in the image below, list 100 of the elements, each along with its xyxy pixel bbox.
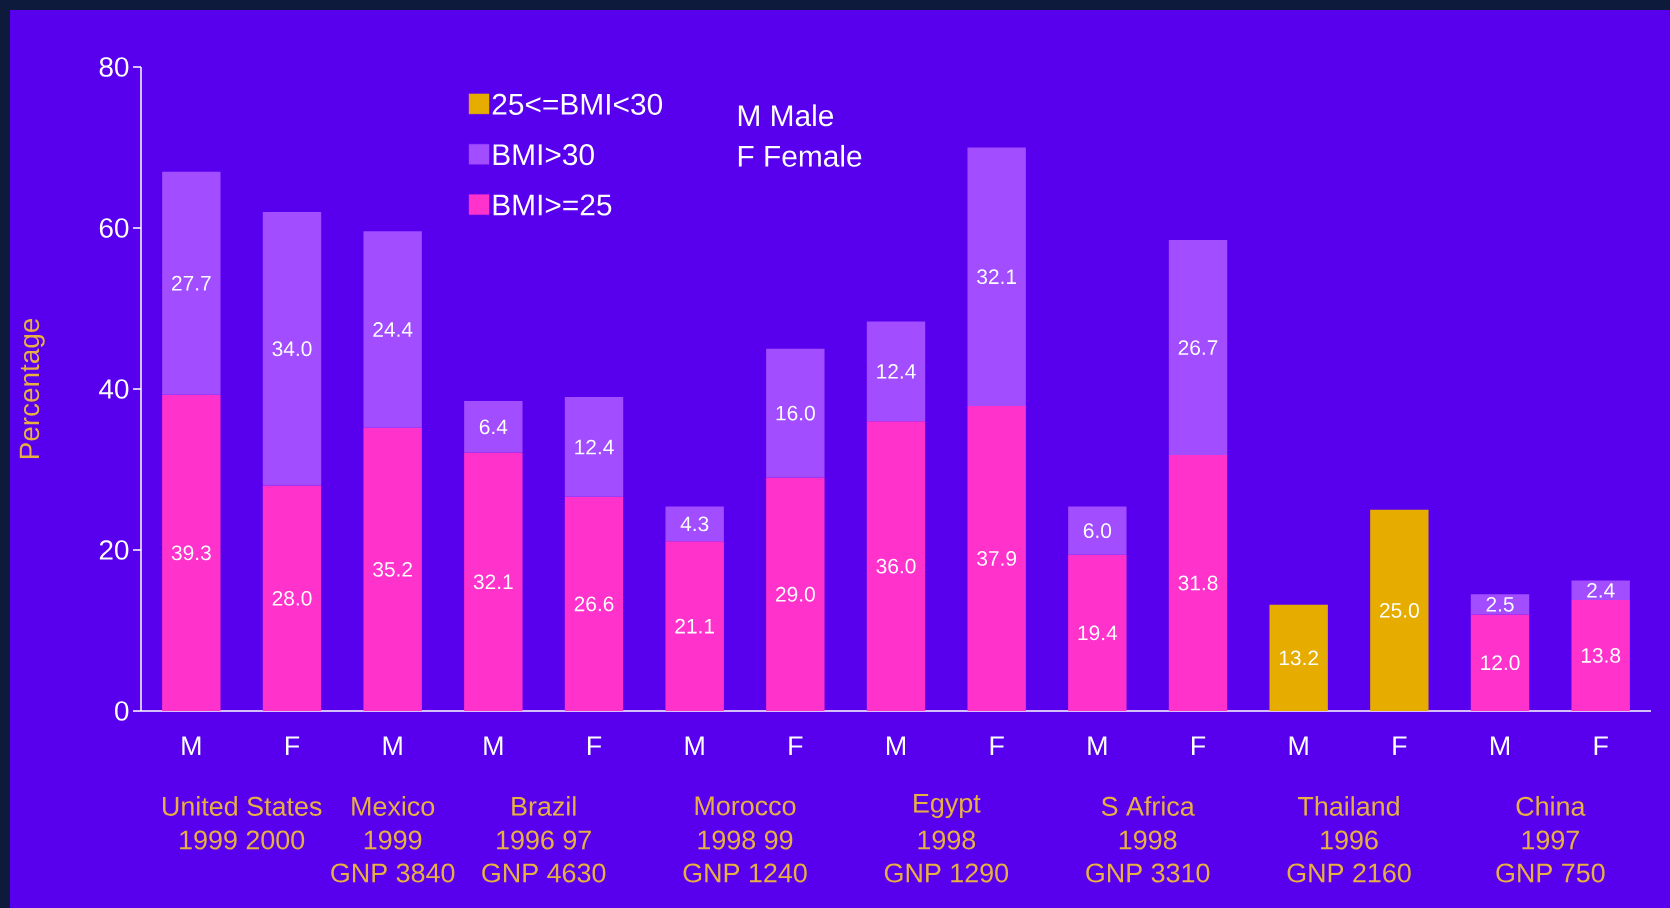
- data-label: 32.1: [473, 574, 513, 590]
- x-tick-label: M: [887, 736, 906, 756]
- data-label: 19.4: [1078, 625, 1118, 641]
- text: GNP 3840: [331, 863, 455, 883]
- x-tick-label: M: [1088, 736, 1107, 756]
- x-tick-label: F: [587, 736, 602, 756]
- bar: [866, 321, 926, 422]
- bar: [1571, 599, 1630, 711]
- bar: [564, 397, 624, 497]
- data-label: 32.1: [977, 269, 1017, 285]
- data-label: 34.0: [272, 341, 312, 357]
- text: United States: [163, 796, 322, 816]
- text: 1998 99: [698, 830, 793, 850]
- data-label: 12.0: [1481, 655, 1520, 671]
- data-label: 29.0: [776, 586, 815, 602]
- bar: [162, 171, 221, 395]
- x-tick-label: M: [484, 736, 503, 756]
- x-tick-label: F: [1192, 736, 1206, 756]
- legend-label: BMI>=25: [493, 194, 612, 216]
- x-tick-label: F: [1393, 736, 1407, 756]
- bar: [665, 506, 724, 542]
- bar: [866, 421, 926, 711]
- y-tick-label: 0: [115, 701, 129, 721]
- bar: [363, 231, 422, 428]
- x-tick-label: F: [1594, 736, 1608, 756]
- x-tick-label: M: [1289, 736, 1308, 756]
- legend-label: BMI>30: [493, 144, 594, 166]
- bar: [1068, 506, 1127, 555]
- bar: [1168, 455, 1228, 711]
- data-label: 26.6: [574, 596, 614, 612]
- data-label: 37.9: [977, 551, 1017, 566]
- y-axis-title: Percentage: [19, 318, 45, 459]
- bar: [1269, 604, 1328, 711]
- data-label: 12.4: [575, 439, 614, 455]
- bar: [262, 485, 322, 711]
- x-tick-label: M: [182, 736, 201, 756]
- x-tick-label: M: [685, 736, 704, 756]
- y-tick-label: 80: [99, 57, 129, 77]
- data-label: 26.7: [1178, 340, 1218, 355]
- data-label: 27.7: [172, 275, 211, 291]
- data-label: 4.3: [680, 516, 709, 532]
- text: 1999 2000: [180, 830, 305, 850]
- text: GNP 1240: [683, 863, 807, 883]
- text: GNP 2160: [1287, 863, 1411, 883]
- data-label: 2.5: [1486, 596, 1514, 612]
- text: S Africa: [1101, 796, 1195, 816]
- text: China: [1516, 796, 1586, 816]
- data-label: 24.4: [373, 322, 413, 337]
- bar: [1068, 554, 1127, 711]
- bar: [967, 147, 1026, 406]
- text: Mexico: [352, 796, 435, 816]
- x-tick-label: F: [990, 736, 1004, 756]
- legend-label: 25<=BMI<30: [492, 93, 663, 115]
- text: Egypt: [914, 793, 981, 819]
- annotation: M Male: [738, 104, 834, 127]
- x-tick-label: M: [1491, 736, 1510, 756]
- bar: [162, 394, 221, 711]
- text: Brazil: [512, 796, 576, 816]
- data-label: 13.2: [1279, 650, 1318, 666]
- bar: [363, 427, 422, 711]
- text: 1998: [918, 830, 976, 850]
- bar: [967, 405, 1026, 711]
- bar: [766, 477, 825, 711]
- bar: [665, 541, 724, 711]
- data-label: 6.0: [1083, 523, 1112, 539]
- text: GNP 3310: [1086, 863, 1210, 883]
- data-label: 31.8: [1178, 575, 1218, 591]
- text: GNP 750: [1496, 863, 1605, 883]
- data-label: 16.0: [776, 405, 815, 421]
- data-label: 13.8: [1581, 648, 1621, 663]
- annotation: F Female: [738, 144, 862, 167]
- data-label: 25.0: [1380, 602, 1419, 618]
- text: 1998: [1119, 830, 1177, 850]
- bar: [1168, 240, 1228, 456]
- bar: [262, 211, 322, 486]
- bar: [1370, 509, 1429, 711]
- y-tick-label: 20: [99, 540, 129, 560]
- text: 1999: [364, 830, 422, 850]
- bar: [464, 452, 523, 711]
- text: GNP 4630: [482, 863, 606, 883]
- text: 1996 97: [497, 830, 591, 850]
- bar: [1470, 614, 1530, 711]
- data-label: 12.4: [877, 363, 916, 379]
- bar: [564, 496, 624, 711]
- data-label: 21.1: [675, 618, 714, 634]
- x-tick-label: F: [789, 736, 803, 756]
- text: GNP 1290: [884, 863, 1009, 883]
- y-tick-label: 60: [99, 218, 129, 238]
- text: Thailand: [1298, 796, 1399, 816]
- text: Morocco: [695, 796, 796, 816]
- text: 1996: [1321, 830, 1378, 850]
- data-label: 39.3: [171, 545, 211, 561]
- y-tick-label: 40: [99, 379, 129, 399]
- x-tick-label: F: [285, 736, 300, 756]
- data-label: 6.4: [479, 419, 508, 435]
- data-label: 28.0: [272, 590, 312, 606]
- bar: [766, 348, 825, 478]
- bar: [464, 401, 523, 453]
- x-tick-label: M: [383, 736, 402, 756]
- text: 1997: [1522, 830, 1579, 850]
